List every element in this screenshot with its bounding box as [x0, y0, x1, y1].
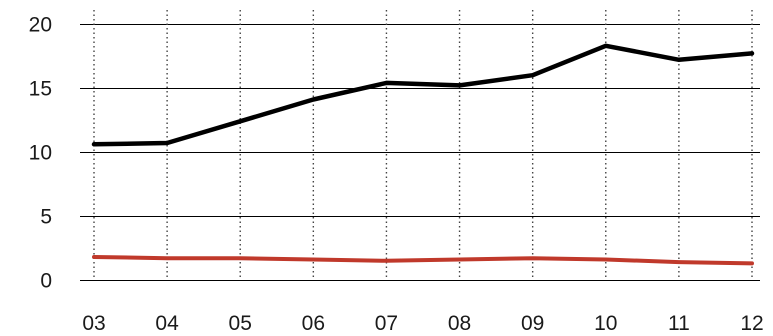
x-tick-label: 10: [594, 312, 617, 335]
y-tick-label: 0: [40, 270, 52, 293]
series-lines: [91, 43, 755, 266]
x-tick-label: 06: [302, 312, 325, 335]
x-tick-label: 05: [229, 312, 252, 335]
y-tick-label: 5: [40, 206, 52, 229]
x-axis-tick-labels: 03 04 05 06 07 08 09 10 11 12: [82, 312, 763, 335]
y-tick-label: 10: [29, 142, 52, 165]
series-line-1: [91, 43, 755, 147]
x-tick-label: 04: [155, 312, 179, 335]
x-tick-label: 08: [448, 312, 471, 335]
series-line-2: [92, 255, 754, 266]
y-tick-label: 20: [29, 14, 52, 37]
x-tick-label: 11: [668, 312, 690, 335]
x-tick-label: 12: [740, 312, 763, 335]
y-tick-label: 15: [29, 78, 52, 101]
grid: [80, 10, 760, 281]
y-axis-tick-labels: 0 5 10 15 20: [29, 14, 52, 293]
x-tick-label: 07: [375, 312, 398, 335]
x-tick-label: 09: [521, 312, 544, 335]
x-tick-label: 03: [82, 312, 105, 335]
